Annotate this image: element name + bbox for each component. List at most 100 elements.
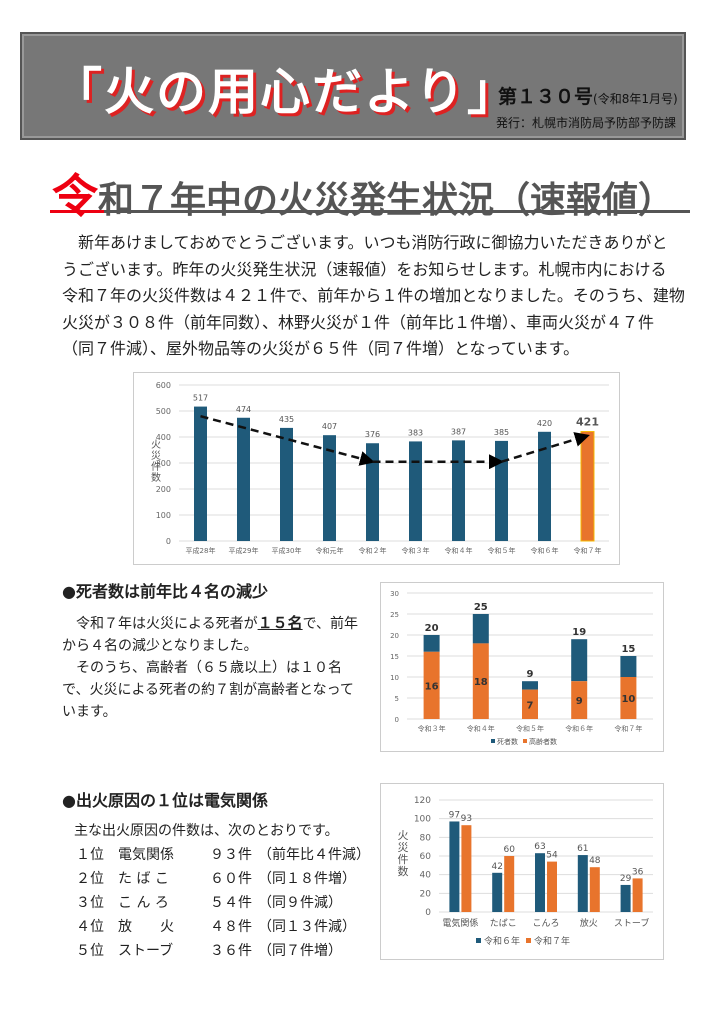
cause-note: （同１８件増） — [258, 871, 356, 887]
deaths-line: います。 — [62, 704, 117, 720]
y-tick-label: 600 — [156, 381, 171, 390]
data-label: 54 — [546, 851, 558, 861]
data-label: 435 — [279, 415, 294, 424]
x-tick-label: 令和３年 — [418, 724, 446, 733]
bar — [495, 440, 508, 541]
x-tick-label: 令和元年 — [316, 546, 344, 555]
data-label: 61 — [577, 844, 588, 854]
deaths-line: 令和７年は火災による死者が１５名で、前年 — [62, 612, 358, 635]
x-tick-label: 令和３年 — [402, 546, 430, 555]
intro-line: 火災が３０８件（前年同数）、林野火災が１件（前年比１件増）、車両火災が４７件 — [62, 312, 655, 332]
issue-date: (令和8年1月号) — [593, 92, 678, 106]
cause-count: ３６件 — [210, 943, 252, 959]
deaths-count: １５名 — [257, 614, 303, 632]
x-tick-label: 令和４年 — [445, 546, 473, 555]
y-tick-label: 15 — [390, 653, 399, 661]
cause-rank: ３位 — [76, 895, 104, 911]
y-tick-label: 400 — [156, 433, 171, 442]
data-label: 474 — [236, 405, 251, 414]
data-label: 383 — [408, 428, 423, 437]
x-tick-label: ストーブ — [614, 917, 649, 929]
legend-swatch — [526, 938, 531, 943]
y-tick-label: 40 — [420, 871, 432, 881]
bar — [449, 821, 460, 912]
causes-heading: ●出火原因の１位は電気関係 — [62, 791, 268, 810]
x-tick-label: 電気関係 — [442, 917, 478, 929]
intro-paragraph: 新年あけましておめでとうございます。いつも消防行政に御協力いただきありがと うご… — [62, 230, 685, 363]
bar — [194, 406, 207, 541]
bar-elderly — [423, 651, 440, 719]
bar — [492, 872, 503, 912]
bar — [589, 867, 600, 912]
bar-deaths-other — [472, 614, 489, 644]
deaths-line: そのうち、高齢者（６５歳以上）は１０名 — [62, 660, 342, 676]
bar — [452, 440, 465, 541]
bar — [538, 431, 551, 541]
bar — [504, 856, 515, 912]
total-label: 9 — [527, 669, 534, 680]
y-tick-label: 25 — [390, 611, 399, 619]
bar-elderly — [472, 643, 489, 719]
masthead: 「火の用心だより」 第１３０号(令和8年1月号) 発行：札幌市消防局予防部予防課 — [20, 32, 686, 140]
y-tick-label: 5 — [395, 695, 399, 703]
cause-cause: た ば こ — [118, 871, 169, 887]
deaths-chart: 0 5 10 15 20 25 30 20 16 令和３年 25 18 令和４年 9 7 令和５年 19 9 令和６… — [380, 582, 664, 752]
y-axis-label: 災 — [398, 841, 409, 854]
publisher: 発行：札幌市消防局予防部予防課 — [495, 116, 676, 130]
y-axis-label: 火 — [151, 439, 161, 451]
bar — [580, 431, 595, 542]
issue-number-text: 第１３０号 — [498, 86, 594, 108]
y-tick-label: 30 — [390, 590, 399, 598]
data-label: 385 — [494, 428, 509, 437]
legend-label: 令和６年 — [484, 935, 520, 947]
bar-deaths-other — [522, 681, 538, 690]
text: 令和７年は火災による死者が — [62, 616, 258, 632]
trend-arrow — [200, 414, 375, 466]
bar-elderly — [620, 677, 637, 719]
x-tick-label: 令和２年 — [359, 546, 387, 555]
data-label: 48 — [589, 856, 601, 866]
x-tick-label: たばこ — [490, 918, 517, 929]
legend-label: 高齢者数 — [529, 737, 557, 746]
x-tick-label: 令和５年 — [488, 546, 516, 555]
elderly-label: 16 — [425, 681, 439, 692]
y-tick-label: 10 — [390, 674, 399, 682]
x-tick-label: 令和６年 — [565, 724, 593, 733]
bar — [237, 417, 250, 541]
y-tick-label: 20 — [390, 632, 399, 640]
total-label: 19 — [572, 627, 586, 638]
cause-count: ６０件 — [210, 871, 252, 887]
cause-cause: ストーブ — [118, 943, 174, 959]
total-label: 20 — [425, 623, 439, 634]
fires-by-year-chart: 0 100 200 300 400 500 600 火災件数 517 平成28年 474 平成29年 4… — [133, 372, 620, 565]
legend-swatch — [476, 938, 481, 943]
legend-swatch — [491, 739, 495, 743]
elderly-label: 7 — [527, 700, 534, 711]
data-label: 63 — [534, 842, 545, 852]
data-label: 60 — [503, 845, 515, 855]
bar-deaths-other — [620, 656, 637, 677]
cause-note: （同１３件減） — [258, 919, 356, 935]
elderly-label: 10 — [621, 694, 635, 705]
bar — [323, 435, 336, 541]
total-label: 25 — [474, 602, 488, 613]
x-tick-label: 令和６年 — [531, 546, 559, 555]
causes-chart: 0 20 40 60 80 100 120 火災件数 97 93 電気関係 42 60 たばこ 63 54 こん… — [380, 783, 664, 960]
x-tick-label: 平成28年 — [186, 546, 216, 555]
text: で、前年 — [302, 616, 359, 632]
cause-note: （同７件増） — [258, 943, 342, 959]
total-label: 15 — [621, 644, 635, 655]
bar — [535, 853, 545, 912]
legend-swatch — [523, 739, 527, 743]
y-axis-label: 件 — [151, 461, 161, 473]
cause-cause: こ ん ろ — [118, 895, 169, 911]
data-label: 387 — [451, 427, 466, 436]
cause-rank: ５位 — [76, 943, 104, 959]
y-tick-label: 100 — [156, 511, 171, 520]
y-axis-label: 件 — [398, 853, 409, 866]
intro-line: （同７件減）、屋外物品等の火災が６５件（同７件増）となっています。 — [62, 339, 580, 358]
cause-rank: ２位 — [76, 871, 104, 887]
y-tick-label: 60 — [420, 852, 432, 862]
headline: 令和７年中の火災発生状況（速報値） — [52, 160, 674, 226]
